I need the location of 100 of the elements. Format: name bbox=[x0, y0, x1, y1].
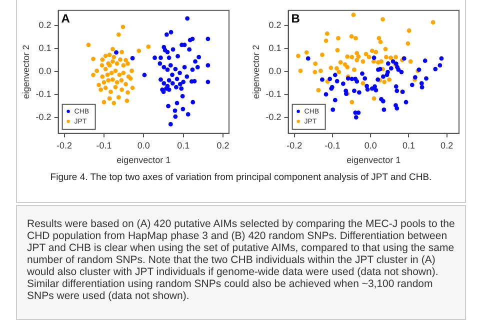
text: Results were based on (A) 420 putative AIMs selected by comparing the MEC-J pools to the CHD population from HapMap phase 3 and (B) 420 random SNPs. Differentiation between JPT and CHB is clear when using the set of putative AIMs, compared to that using the same number of random SNPs. Note that the two CHB individuals within the JPT cluster in (A) would also cluster with JPT individuals if genome-wide data were used (data not shown). Similar differentiation using random SNPs could also be achieved when ~3,100 random SNPs were used (data not shown). bbox=[27, 218, 455, 302]
point bbox=[162, 64, 166, 70]
point bbox=[100, 57, 105, 62]
point bbox=[166, 78, 172, 82]
point bbox=[130, 56, 135, 60]
point bbox=[173, 114, 178, 119]
point bbox=[130, 86, 135, 90]
x-axis-title: eigenvector 1 bbox=[346, 155, 401, 166]
point bbox=[173, 66, 178, 72]
point bbox=[103, 54, 108, 58]
point bbox=[185, 16, 190, 21]
point bbox=[206, 36, 210, 42]
y-tick-label: -0.1 bbox=[266, 88, 282, 99]
x-tick-label: 0.0 bbox=[364, 140, 377, 150]
point bbox=[181, 80, 186, 84]
y-tick-label: -0.2 bbox=[266, 112, 282, 122]
point bbox=[120, 24, 126, 30]
point bbox=[179, 86, 184, 91]
point bbox=[142, 72, 147, 78]
point bbox=[178, 70, 182, 76]
point bbox=[193, 59, 198, 64]
point bbox=[124, 58, 128, 62]
point bbox=[86, 42, 91, 48]
caption: Figure 4. The top two axes of variation from principal component analysis of JPT and CHB. bbox=[49, 172, 433, 183]
point bbox=[112, 54, 116, 60]
point bbox=[108, 90, 113, 94]
x-tick-label: 0.1 bbox=[177, 140, 190, 150]
x-tick-label: 0.0 bbox=[137, 140, 150, 150]
point bbox=[102, 100, 106, 104]
point bbox=[165, 68, 170, 72]
point bbox=[106, 78, 111, 82]
point bbox=[117, 72, 122, 77]
y-tick-label: 0.1 bbox=[38, 42, 52, 53]
point bbox=[116, 32, 121, 37]
point bbox=[124, 98, 130, 103]
point bbox=[178, 82, 182, 86]
point bbox=[102, 80, 106, 85]
point bbox=[110, 59, 115, 64]
point bbox=[174, 84, 178, 90]
y-tick-label: 0.0 bbox=[38, 66, 52, 76]
point bbox=[172, 108, 178, 113]
point bbox=[121, 63, 126, 68]
point bbox=[98, 88, 103, 92]
point bbox=[113, 84, 118, 90]
point bbox=[180, 94, 185, 98]
point bbox=[121, 70, 126, 76]
x-tick-label: -0.1 bbox=[324, 140, 340, 150]
point bbox=[170, 72, 174, 77]
x-tick-label: -0.2 bbox=[286, 140, 302, 150]
point bbox=[100, 74, 105, 79]
point bbox=[114, 61, 120, 66]
point bbox=[170, 81, 175, 86]
point bbox=[105, 72, 110, 77]
point bbox=[116, 95, 121, 100]
point bbox=[190, 68, 195, 72]
point bbox=[166, 56, 172, 60]
point bbox=[91, 72, 96, 78]
point bbox=[206, 63, 210, 68]
point bbox=[168, 63, 173, 68]
point bbox=[206, 80, 210, 84]
point bbox=[120, 88, 124, 92]
point bbox=[195, 64, 200, 70]
point bbox=[130, 68, 134, 74]
x-tick-label: 0.2 bbox=[216, 140, 230, 150]
point bbox=[158, 61, 162, 66]
point bbox=[112, 100, 116, 106]
point bbox=[136, 48, 142, 54]
y-tick-label: 0.2 bbox=[38, 20, 52, 30]
point bbox=[109, 70, 114, 76]
point bbox=[186, 112, 190, 117]
point bbox=[196, 54, 202, 60]
point bbox=[126, 61, 130, 66]
point bbox=[164, 32, 169, 37]
y-tick-label: -0.2 bbox=[36, 112, 52, 122]
x-axis-title: eigenvector 1 bbox=[116, 155, 171, 166]
point bbox=[158, 56, 163, 60]
point bbox=[110, 46, 115, 52]
point bbox=[107, 52, 112, 57]
point bbox=[190, 100, 196, 104]
y-axis-title: eigenvector 2 bbox=[250, 44, 261, 99]
point bbox=[168, 122, 173, 126]
point bbox=[103, 66, 108, 72]
point bbox=[184, 74, 190, 79]
point bbox=[119, 78, 124, 82]
point bbox=[166, 88, 172, 92]
point bbox=[110, 77, 115, 82]
x-tick-label: 0.2 bbox=[440, 140, 454, 150]
point bbox=[103, 86, 108, 90]
y-tick-label: 0.1 bbox=[268, 42, 282, 53]
chart-title: A bbox=[61, 12, 70, 26]
y-axis-title: eigenvector 2 bbox=[20, 44, 31, 99]
point bbox=[146, 44, 151, 49]
x-tick-label: 0.1 bbox=[402, 140, 415, 150]
point bbox=[182, 64, 187, 70]
point bbox=[176, 54, 180, 58]
point bbox=[174, 76, 180, 82]
point bbox=[162, 81, 166, 86]
x-tick-label: -0.1 bbox=[96, 140, 112, 150]
y-tick-label: 0.2 bbox=[268, 20, 282, 30]
point bbox=[168, 30, 174, 34]
